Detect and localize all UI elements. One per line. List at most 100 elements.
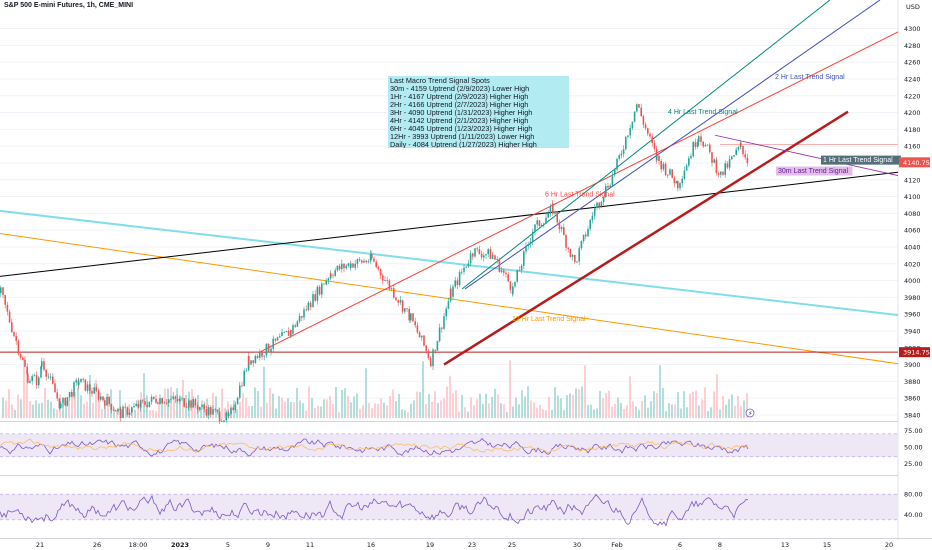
candle-body xyxy=(620,153,623,156)
candle-body xyxy=(373,258,375,262)
time-axis-tick-label: Feb xyxy=(611,541,623,549)
volume-bar xyxy=(386,405,388,418)
volume-bar xyxy=(398,393,400,418)
time-axis-tick-label: 26 xyxy=(93,541,101,549)
volume-bar xyxy=(128,404,130,418)
volume-bar xyxy=(134,409,136,418)
candle-body xyxy=(485,254,487,256)
candle-body xyxy=(492,254,494,256)
candle-body xyxy=(144,401,146,405)
candle-body xyxy=(438,327,441,342)
price-axis-tick-label: 3880 xyxy=(904,378,921,386)
volume-bar xyxy=(62,403,64,418)
candle-body xyxy=(480,253,483,258)
volume-bar xyxy=(260,406,262,418)
time-axis-tick-label: 30 xyxy=(573,541,581,549)
candle-body xyxy=(196,405,199,410)
candle-body xyxy=(685,165,688,171)
candle-body xyxy=(505,272,507,275)
volume-bar xyxy=(497,394,499,418)
time-axis-tick-label: 2023 xyxy=(171,541,189,549)
volume-bar xyxy=(449,375,451,418)
volume-bar xyxy=(137,399,139,418)
candle-body xyxy=(531,233,534,242)
candle-body xyxy=(677,181,679,189)
candle-body xyxy=(60,403,62,409)
candle-body xyxy=(336,265,339,271)
volume-bar xyxy=(23,357,25,418)
info-box-line: 4Hr - 4142 Uptrend (2/1/2023) Higher Hig… xyxy=(390,116,529,125)
candle-body xyxy=(416,325,419,333)
volume-bar xyxy=(29,401,31,418)
candle-body xyxy=(296,321,299,327)
volume-bar xyxy=(464,407,466,418)
candle-body xyxy=(207,407,210,416)
volume-bar xyxy=(569,393,571,418)
candle-body xyxy=(399,300,402,303)
volume-bar xyxy=(161,398,163,418)
candle-body xyxy=(483,255,485,258)
volume-bar xyxy=(314,407,316,418)
volume-bar xyxy=(635,406,637,418)
candle-body xyxy=(529,241,532,245)
price-axis-tick-label: 4000 xyxy=(904,277,921,285)
candle-body xyxy=(569,248,572,257)
candle-body xyxy=(190,400,192,408)
signal-label: 2 Hr Last Trend Signal xyxy=(775,74,845,81)
time-axis-tick-label: 21 xyxy=(36,541,44,549)
candle-body xyxy=(379,269,382,276)
candle-body xyxy=(84,379,87,391)
candle-body xyxy=(694,142,697,147)
candle-body xyxy=(17,340,20,354)
candle-body xyxy=(651,136,653,144)
volume-bar xyxy=(11,404,13,418)
candle-body xyxy=(225,412,227,421)
volume-bar xyxy=(530,400,532,418)
volume-bar xyxy=(200,407,202,418)
candle-body xyxy=(236,397,239,405)
candle-body xyxy=(582,234,585,242)
candle-body xyxy=(737,147,740,150)
volume-bar xyxy=(194,402,196,418)
price-axis-tick-label: 4300 xyxy=(904,25,921,33)
volume-bar xyxy=(698,405,700,418)
trend-line-30m xyxy=(714,134,899,176)
candle-body xyxy=(120,409,122,418)
volume-bar xyxy=(674,404,676,418)
volume-bar xyxy=(704,387,706,418)
volume-bar xyxy=(395,401,397,418)
volume-bar xyxy=(563,410,565,418)
volume-bar xyxy=(512,406,514,418)
volume-bar xyxy=(452,393,454,418)
candle-body xyxy=(647,128,649,134)
volume-bar xyxy=(668,403,670,418)
volume-bar xyxy=(383,402,385,418)
trend-line-4hr xyxy=(461,0,831,290)
candle-body xyxy=(673,177,676,184)
volume-bar xyxy=(545,410,547,418)
volume-bar xyxy=(35,400,37,418)
volume-bar xyxy=(590,404,592,418)
candle-body xyxy=(13,332,15,336)
candle-body xyxy=(549,206,552,214)
candle-body xyxy=(653,143,656,149)
volume-bar xyxy=(89,375,91,418)
price-axis-highlight-text: 3914.75 xyxy=(903,349,930,357)
time-axis-tick-label: 13 xyxy=(781,541,789,549)
candle-body xyxy=(605,185,607,197)
candle-body xyxy=(330,273,332,276)
oscillator-band xyxy=(0,494,898,520)
volume-bar xyxy=(494,388,496,418)
candle-body xyxy=(86,384,89,391)
candle-body xyxy=(274,338,277,341)
volume-bar xyxy=(455,390,457,418)
volume-bar xyxy=(41,402,43,418)
candle-body xyxy=(283,332,285,333)
signal-label: 4 Hr Last Trend Signal xyxy=(668,109,738,116)
candle-body xyxy=(728,159,731,168)
volume-bar xyxy=(371,408,373,418)
candle-body xyxy=(681,178,683,184)
candle-body xyxy=(509,281,512,290)
volume-bar xyxy=(617,397,619,418)
candle-body xyxy=(598,202,600,207)
